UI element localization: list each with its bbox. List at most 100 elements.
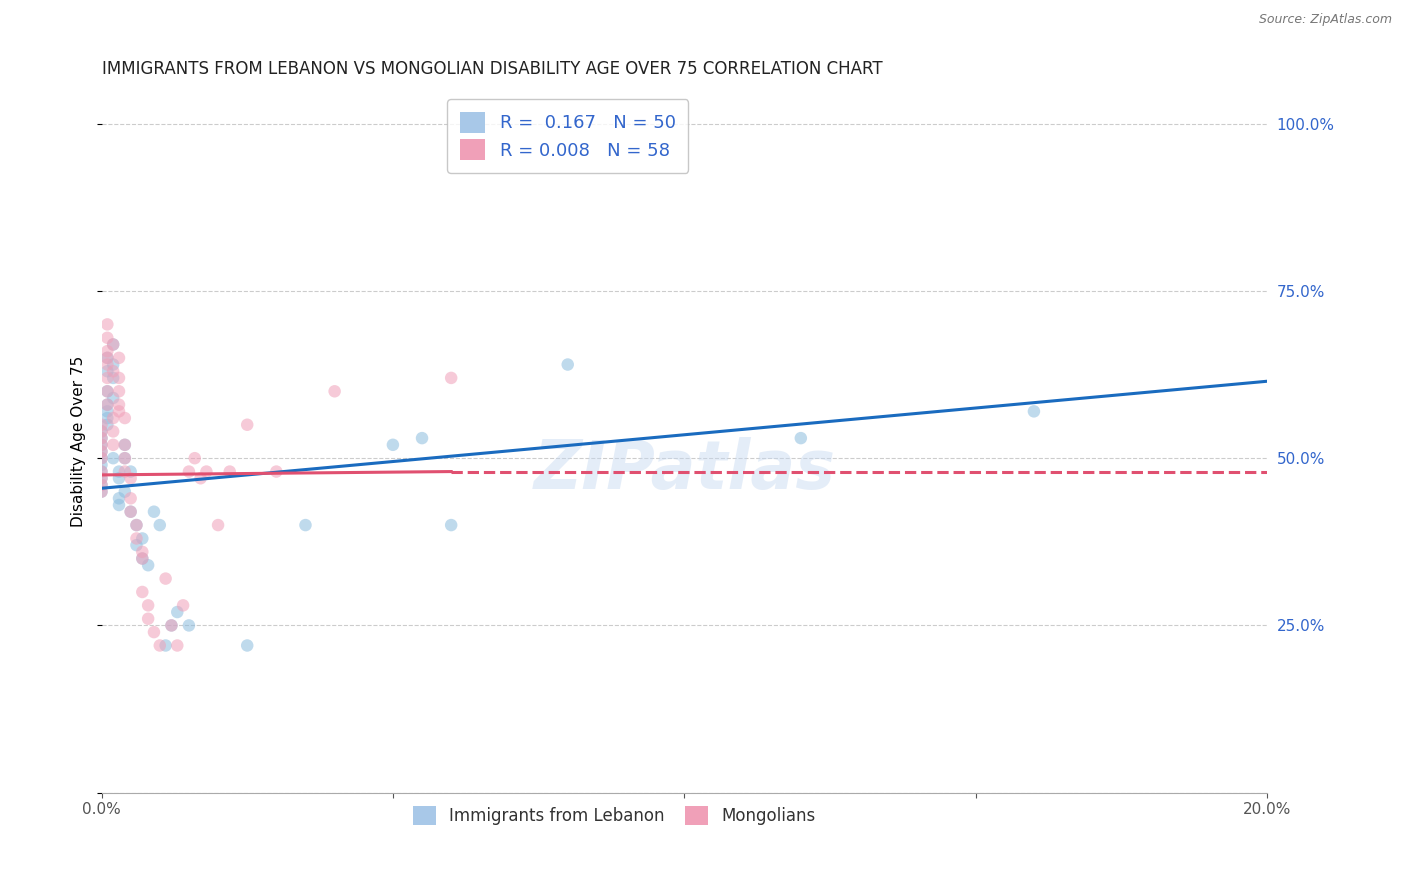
Point xyxy=(90,438,112,452)
Point xyxy=(1022,404,1045,418)
Point xyxy=(114,438,136,452)
Point xyxy=(108,465,131,479)
Point xyxy=(190,471,212,485)
Point xyxy=(120,505,142,519)
Point xyxy=(236,639,259,653)
Point xyxy=(207,518,229,533)
Point xyxy=(90,465,112,479)
Point xyxy=(177,618,200,632)
Point xyxy=(101,364,124,378)
Point xyxy=(143,625,166,640)
Point xyxy=(101,411,124,425)
Point xyxy=(131,551,153,566)
Point xyxy=(294,518,316,533)
Point xyxy=(108,371,131,385)
Point xyxy=(136,599,159,613)
Point xyxy=(120,465,142,479)
Text: IMMIGRANTS FROM LEBANON VS MONGOLIAN DISABILITY AGE OVER 75 CORRELATION CHART: IMMIGRANTS FROM LEBANON VS MONGOLIAN DIS… xyxy=(101,60,882,78)
Point xyxy=(155,572,177,586)
Point xyxy=(381,438,404,452)
Point xyxy=(90,484,112,499)
Point xyxy=(90,451,112,466)
Point xyxy=(90,478,112,492)
Point xyxy=(96,417,118,432)
Point xyxy=(160,618,183,632)
Point xyxy=(411,431,433,445)
Point xyxy=(90,431,112,445)
Legend: Immigrants from Lebanon, Mongolians: Immigrants from Lebanon, Mongolians xyxy=(405,797,824,833)
Point xyxy=(96,331,118,345)
Point xyxy=(101,371,124,385)
Point xyxy=(557,358,579,372)
Point xyxy=(96,344,118,359)
Point xyxy=(108,398,131,412)
Point xyxy=(195,465,218,479)
Point xyxy=(90,478,112,492)
Point xyxy=(108,491,131,506)
Point xyxy=(90,451,112,466)
Point xyxy=(440,371,463,385)
Point xyxy=(440,518,463,533)
Point xyxy=(108,471,131,485)
Point xyxy=(96,371,118,385)
Point xyxy=(160,618,183,632)
Point xyxy=(149,639,172,653)
Point xyxy=(90,425,112,439)
Point xyxy=(90,444,112,458)
Point xyxy=(184,451,207,466)
Point xyxy=(136,558,159,573)
Point xyxy=(108,404,131,418)
Point xyxy=(149,518,172,533)
Point xyxy=(114,438,136,452)
Point xyxy=(323,384,346,399)
Point xyxy=(90,431,112,445)
Point xyxy=(125,518,148,533)
Point xyxy=(218,465,240,479)
Point xyxy=(120,491,142,506)
Point xyxy=(90,471,112,485)
Point xyxy=(96,398,118,412)
Point xyxy=(125,538,148,552)
Point xyxy=(136,612,159,626)
Point xyxy=(101,337,124,351)
Point xyxy=(108,384,131,399)
Point xyxy=(96,404,118,418)
Point xyxy=(166,605,188,619)
Point xyxy=(96,384,118,399)
Point xyxy=(90,471,112,485)
Point xyxy=(120,471,142,485)
Point xyxy=(155,639,177,653)
Point xyxy=(101,391,124,405)
Point xyxy=(114,411,136,425)
Point xyxy=(96,351,118,365)
Point xyxy=(90,465,112,479)
Point xyxy=(120,505,142,519)
Point xyxy=(114,451,136,466)
Point xyxy=(90,438,112,452)
Point xyxy=(101,438,124,452)
Point xyxy=(90,484,112,499)
Point xyxy=(172,599,194,613)
Point xyxy=(177,465,200,479)
Point xyxy=(266,465,288,479)
Point xyxy=(96,351,118,365)
Point xyxy=(90,444,112,458)
Point xyxy=(125,518,148,533)
Point xyxy=(114,484,136,499)
Point xyxy=(108,498,131,512)
Point xyxy=(131,585,153,599)
Point xyxy=(96,384,118,399)
Point xyxy=(101,358,124,372)
Point xyxy=(96,358,118,372)
Text: ZIPatlas: ZIPatlas xyxy=(533,436,835,502)
Point xyxy=(131,545,153,559)
Point xyxy=(125,532,148,546)
Point xyxy=(166,639,188,653)
Point xyxy=(101,451,124,466)
Point xyxy=(96,364,118,378)
Point xyxy=(96,411,118,425)
Point xyxy=(790,431,813,445)
Point xyxy=(90,417,112,432)
Point xyxy=(90,458,112,472)
Point xyxy=(114,465,136,479)
